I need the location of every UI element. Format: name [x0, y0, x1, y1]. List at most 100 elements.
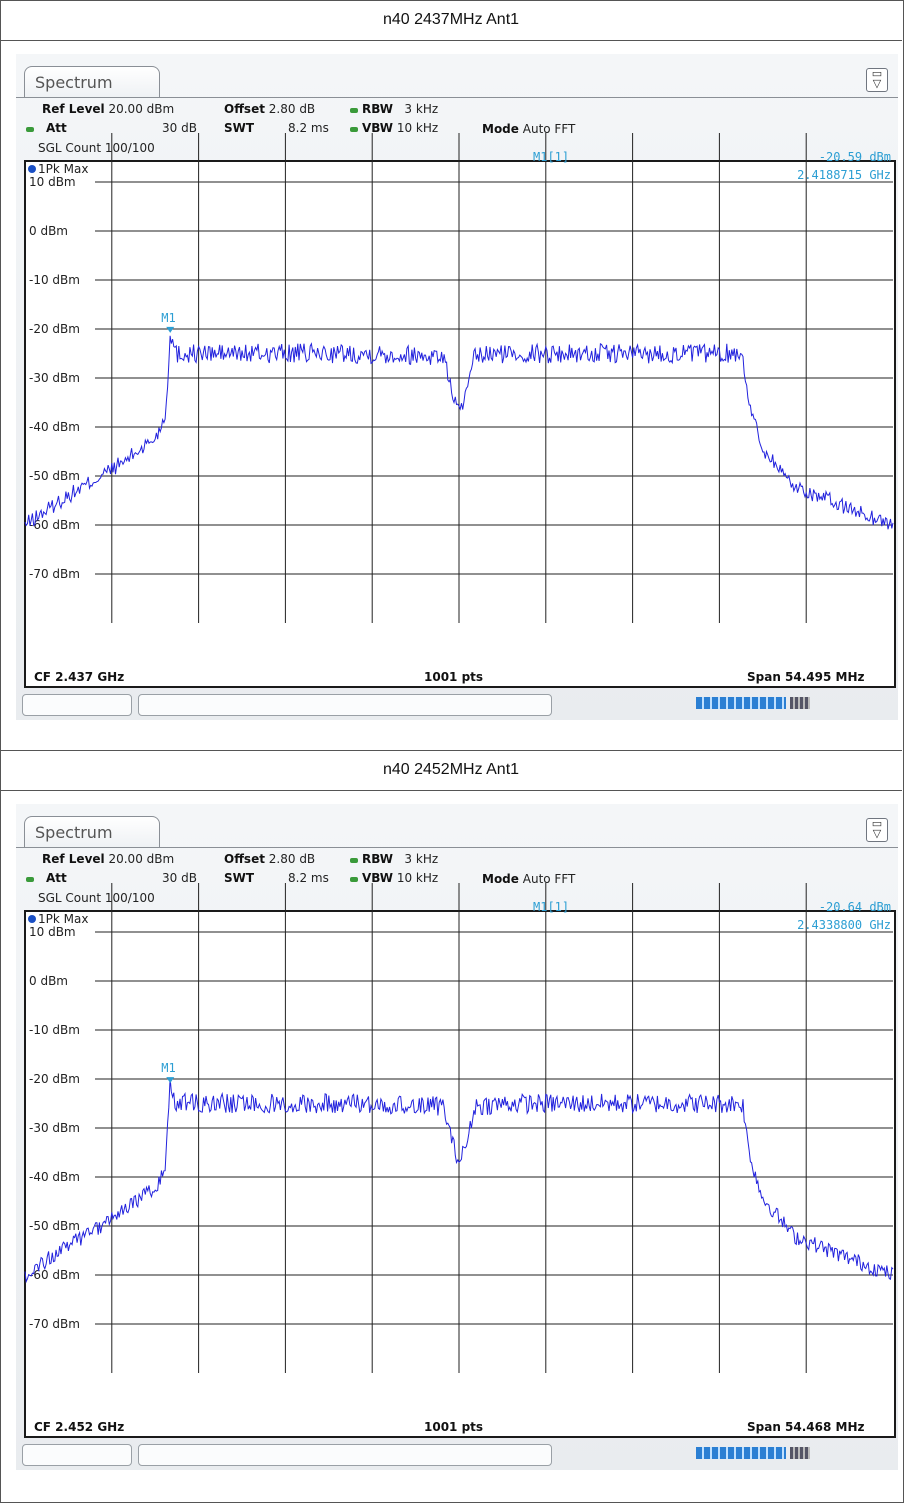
frequency-span: Span 54.495 MHz	[747, 670, 865, 684]
marker-readout-label: M1[1]	[533, 150, 569, 164]
tab-divider	[16, 847, 898, 848]
offset-setting: Offset 2.80 dB	[224, 102, 315, 116]
y-tick-label: 0 dBm	[29, 974, 68, 988]
swt-label: SWT	[224, 121, 255, 135]
coupled-indicator-icon	[350, 858, 358, 863]
vbw-setting: VBW 10 kHz	[362, 871, 438, 885]
marker-readout-level: -20.64 dBm	[819, 900, 891, 914]
sweep-points: 1001 pts	[424, 670, 484, 684]
window-menu-icon[interactable]: ▭ ▽	[866, 68, 888, 92]
vbw-label: VBW	[362, 121, 394, 135]
offset-value: 2.80 dB	[268, 852, 316, 866]
plot-frame	[24, 160, 896, 688]
marker-readout-level: -20.59 dBm	[819, 150, 891, 164]
section-divider	[0, 750, 902, 751]
status-field-1	[22, 1444, 132, 1466]
ref-level-value: 20.00 dBm	[108, 852, 175, 866]
analyzer-window: Spectrum ▭ ▽ Ref Level 20.00 dBm Offset 2…	[16, 54, 898, 720]
vbw-setting: VBW 10 kHz	[362, 121, 438, 135]
activity-icon	[790, 1447, 810, 1459]
marker-label: M1	[161, 1061, 175, 1075]
spectrum-tab[interactable]: Spectrum	[24, 66, 160, 98]
marker-label: M1	[161, 311, 175, 325]
marker-m1-icon	[166, 1077, 175, 1084]
swt-value: 8.2 ms	[288, 871, 329, 885]
trace-name: 1Pk Max	[38, 912, 89, 926]
center-frequency: CF 2.452 GHz	[34, 1420, 125, 1434]
y-tick-label: -60 dBm	[29, 518, 80, 532]
y-tick-label: -30 dBm	[29, 371, 80, 385]
y-tick-label: -50 dBm	[29, 469, 80, 483]
swt-label: SWT	[224, 871, 255, 885]
swt-setting: SWT	[224, 871, 254, 885]
ref-level-label: Ref Level	[42, 852, 105, 866]
spectrum-plot: 10 dBm 0 dBm -10 dBm -20 dBm -30 dBm -40 dBm -…	[24, 133, 894, 623]
offset-value: 2.80 dB	[268, 102, 316, 116]
mode-label: Mode	[482, 122, 519, 136]
marker-readout-frequency: 2.4338800 GHz	[797, 918, 891, 932]
ref-level-value: 20.00 dBm	[108, 102, 175, 116]
y-tick-label: 0 dBm	[29, 224, 68, 238]
ref-level-setting: Ref Level 20.00 dBm	[42, 102, 174, 116]
measuring-progress-icon	[696, 697, 786, 709]
y-tick-label: -20 dBm	[29, 322, 80, 336]
marker-readout-frequency: 2.4188715 GHz	[797, 168, 891, 182]
att-indicator-icon	[26, 877, 34, 882]
analyzer-window: Spectrum ▭ ▽ Ref Level 20.00 dBm Offset 2…	[16, 804, 898, 1470]
offset-label: Offset	[224, 852, 265, 866]
frequency-span: Span 54.468 MHz	[747, 1420, 865, 1434]
y-tick-label: -30 dBm	[29, 1121, 80, 1135]
mode-value: Auto FFT	[522, 122, 576, 136]
trace-label: 1Pk Max	[28, 912, 88, 926]
window-menu-icon[interactable]: ▭ ▽	[866, 818, 888, 842]
tab-divider	[16, 97, 898, 98]
y-tick-label: -70 dBm	[29, 1317, 80, 1331]
vbw-indicator-icon	[350, 127, 358, 132]
measurement-section-1: n40 2437MHz Ant1 Spectrum ▭ ▽ Ref Level 2…	[0, 0, 902, 750]
status-field-1	[22, 694, 132, 716]
att-indicator-icon	[26, 127, 34, 132]
coupled-indicator-icon	[350, 108, 358, 113]
att-setting: Att	[46, 871, 67, 885]
y-tick-label: 10 dBm	[29, 175, 76, 189]
att-label: Att	[46, 871, 67, 885]
swt-value: 8.2 ms	[288, 121, 329, 135]
mode-setting: Mode Auto FFT	[482, 122, 575, 136]
activity-icon	[790, 697, 810, 709]
spectrum-trace	[24, 1077, 894, 1284]
plot-frame	[24, 910, 896, 1438]
sgl-count: SGL Count 100/100	[38, 141, 155, 155]
att-value: 30 dB	[162, 121, 197, 135]
spectrum-tab[interactable]: Spectrum	[24, 816, 160, 848]
ref-level-setting: Ref Level 20.00 dBm	[42, 852, 174, 866]
y-tick-label: -40 dBm	[29, 420, 80, 434]
att-value: 30 dB	[162, 871, 197, 885]
spectrum-trace	[24, 335, 894, 530]
y-tick-label: -50 dBm	[29, 1219, 80, 1233]
sgl-count: SGL Count 100/100	[38, 891, 155, 905]
trace-indicator-icon	[28, 915, 36, 923]
mode-value: Auto FFT	[522, 872, 576, 886]
att-label: Att	[46, 121, 67, 135]
y-tick-label: 10 dBm	[29, 925, 76, 939]
att-setting: Att	[46, 121, 67, 135]
marker-m1-icon	[166, 326, 175, 333]
offset-setting: Offset 2.80 dB	[224, 852, 315, 866]
vbw-value: 10 kHz	[396, 121, 439, 135]
measuring-progress-icon	[696, 1447, 786, 1459]
trace-label: 1Pk Max	[28, 162, 88, 176]
sweep-points: 1001 pts	[424, 1420, 484, 1434]
rbw-value: 3 kHz	[404, 102, 439, 116]
spectrum-plot: 10 dBm 0 dBm -10 dBm -20 dBm -30 dBm -40 dBm -…	[24, 883, 894, 1373]
section-heading: n40 2452MHz Ant1	[0, 750, 902, 791]
y-tick-label: -60 dBm	[29, 1268, 80, 1282]
rbw-setting: RBW 3 kHz	[362, 102, 438, 116]
y-tick-label: -20 dBm	[29, 1072, 80, 1086]
status-field-2	[138, 1444, 552, 1466]
offset-label: Offset	[224, 102, 265, 116]
measurement-section-2: n40 2452MHz Ant1 Spectrum ▭ ▽ Ref Level 2…	[0, 750, 902, 1502]
mode-label: Mode	[482, 872, 519, 886]
vbw-value: 10 kHz	[396, 871, 439, 885]
y-tick-label: -40 dBm	[29, 1170, 80, 1184]
swt-setting: SWT	[224, 121, 254, 135]
